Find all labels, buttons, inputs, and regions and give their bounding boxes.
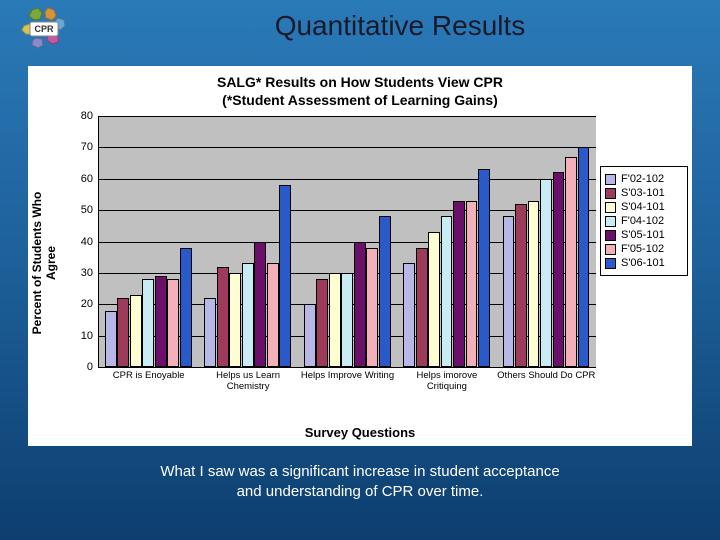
y-tick-label: 40 [81,236,93,248]
legend-item: S'06-101 [605,257,683,269]
bar [279,185,291,367]
bar [578,147,590,367]
y-axis-label: Percent of Students Who Agree [30,163,58,363]
legend-swatch [605,202,616,213]
bar [528,201,540,367]
category-label: Others Should Do CPR [497,367,596,382]
y-tick-label: 50 [81,204,93,216]
bar [466,201,478,367]
bar-group: Helps us Learn Chemistry [198,116,297,367]
bar [217,267,229,367]
legend-swatch [605,244,616,255]
y-tick-label: 20 [81,298,93,310]
chart-body: Percent of Students Who Agree 0102030405… [28,116,692,410]
legend-item: F'04-102 [605,215,683,227]
category-label: Helps us Learn Chemistry [198,367,297,393]
legend-swatch [605,174,616,185]
legend-item: F'02-102 [605,173,683,185]
bar [105,311,117,367]
chart-title-line2: (*Student Assessment of Learning Gains) [28,92,692,110]
bar [354,242,366,368]
bar [242,263,254,367]
category-label: Helps imorove Critiquing [397,367,496,393]
legend-label: F'05-102 [621,243,664,255]
legend: F'02-102 S'03-101 S'04-101 F'04-102 S'05-101… [600,166,688,276]
chart-panel: SALG* Results on How Students View CPR (… [28,66,692,446]
y-tick-label: 80 [81,110,93,122]
bar [155,276,167,367]
bar [254,242,266,368]
legend-swatch [605,216,616,227]
bar [204,298,216,367]
bar [341,273,353,367]
legend-swatch [605,230,616,241]
bar [478,169,490,367]
legend-label: S'03-101 [621,187,665,199]
bar [142,279,154,367]
bar [453,201,465,367]
category-label: Helps Improve Writing [298,367,397,382]
x-axis-label: Survey Questions [28,425,692,440]
legend-item: S'03-101 [605,187,683,199]
bar [428,232,440,367]
plot-area: 01020304050607080CPR is EnoyableHelps us… [98,116,596,368]
legend-item: S'05-101 [605,229,683,241]
bar [316,279,328,367]
bar [553,172,565,367]
bar [565,157,577,367]
caption-line2: and understanding of CPR over time. [237,483,484,500]
legend-label: S'05-101 [621,229,665,241]
chart-title: SALG* Results on How Students View CPR (… [28,66,692,109]
bar [403,263,415,367]
category-label: CPR is Enoyable [99,367,198,382]
slide-title: Quantitative Results [0,10,720,42]
y-tick-label: 30 [81,267,93,279]
legend-label: S'04-101 [621,201,665,213]
bar [180,248,192,367]
bar-group: Helps imorove Critiquing [397,116,496,367]
bar-group: Others Should Do CPR [497,116,596,367]
legend-label: S'06-101 [621,257,665,269]
caption: What I saw was a significant increase in… [0,462,720,503]
bar [540,179,552,367]
bar [441,216,453,367]
legend-swatch [605,258,616,269]
bar [366,248,378,367]
y-tick-label: 0 [87,361,93,373]
bar [267,263,279,367]
chart-title-line1: SALG* Results on How Students View CPR [28,74,692,92]
legend-label: F'04-102 [621,215,664,227]
bar [117,298,129,367]
legend-swatch [605,188,616,199]
y-tick-label: 70 [81,141,93,153]
caption-line1: What I saw was a significant increase in… [160,463,559,480]
bar [416,248,428,367]
legend-item: S'04-101 [605,201,683,213]
bar [167,279,179,367]
y-tick-label: 60 [81,173,93,185]
bar [229,273,241,367]
bar [503,216,515,367]
bar-group: CPR is Enoyable [99,116,198,367]
bar [130,295,142,367]
bar-group: Helps Improve Writing [298,116,397,367]
y-tick-label: 10 [81,330,93,342]
legend-item: F'05-102 [605,243,683,255]
legend-label: F'02-102 [621,173,664,185]
bar [304,304,316,367]
bar [329,273,341,367]
bar [515,204,527,367]
bar [379,216,391,367]
